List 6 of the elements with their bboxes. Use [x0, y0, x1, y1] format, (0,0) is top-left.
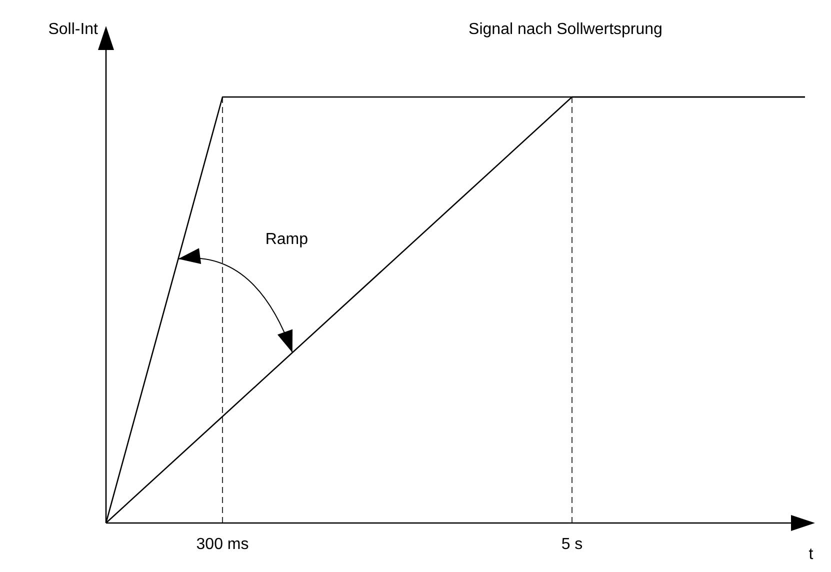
annotation: Ramp: [265, 230, 308, 248]
chart-title: Signal nach Sollwertsprung: [468, 21, 662, 38]
x-axis-title: t: [808, 546, 814, 563]
x-tick-label: 5 s: [561, 536, 583, 553]
y-axis-title: Soll-Int: [48, 21, 99, 38]
x-tick-label: 300 ms: [196, 536, 249, 553]
